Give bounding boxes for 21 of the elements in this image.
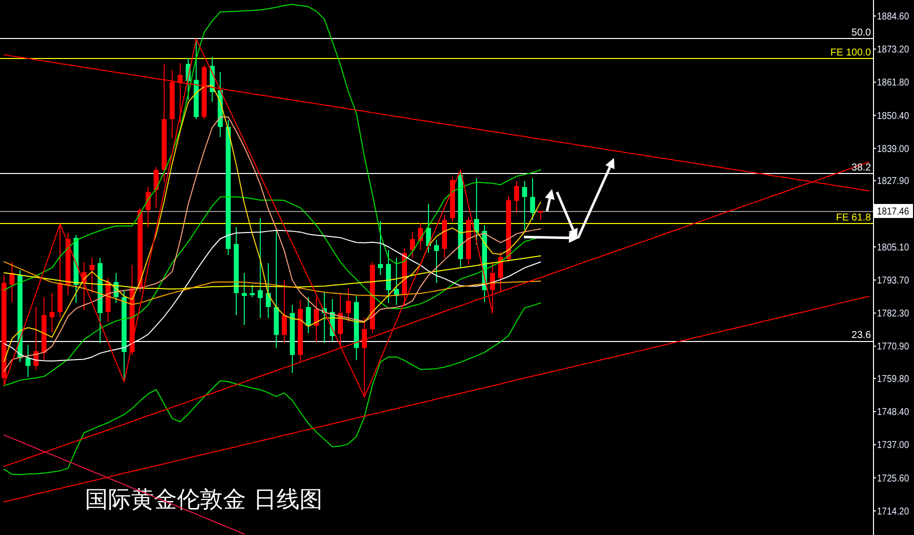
annotation: FE 61.8 — [836, 212, 871, 224]
annotation: 50.0 — [852, 27, 871, 38]
y-tick-label: 1805.10 — [877, 242, 914, 254]
y-tick-label: 1827.90 — [877, 176, 914, 188]
annotation: 38.2 — [852, 162, 871, 174]
y-tick-label: 1725.60 — [877, 473, 914, 484]
y-tick-label: 1861.80 — [877, 78, 914, 89]
y-tick-label: 1759.80 — [877, 374, 914, 385]
y-tick-label: 1714.20 — [877, 506, 914, 518]
y-tick-label: 1839.00 — [877, 144, 914, 155]
y-tick-label: 1817.46 — [877, 206, 914, 218]
y-tick-label: 1782.30 — [877, 308, 914, 320]
y-tick-label: 1737.00 — [877, 440, 914, 452]
y-tick-label: 1793.70 — [877, 275, 914, 286]
y-tick-label: 1873.20 — [877, 44, 914, 56]
y-tick-label: 1770.90 — [877, 342, 914, 353]
annotation: FE 100.0 — [830, 47, 871, 58]
y-tick-label: 1850.40 — [877, 110, 914, 122]
annotation: 23.6 — [852, 330, 871, 341]
y-tick-label: 1748.40 — [877, 407, 914, 418]
y-tick-label: 1884.60 — [877, 11, 914, 22]
